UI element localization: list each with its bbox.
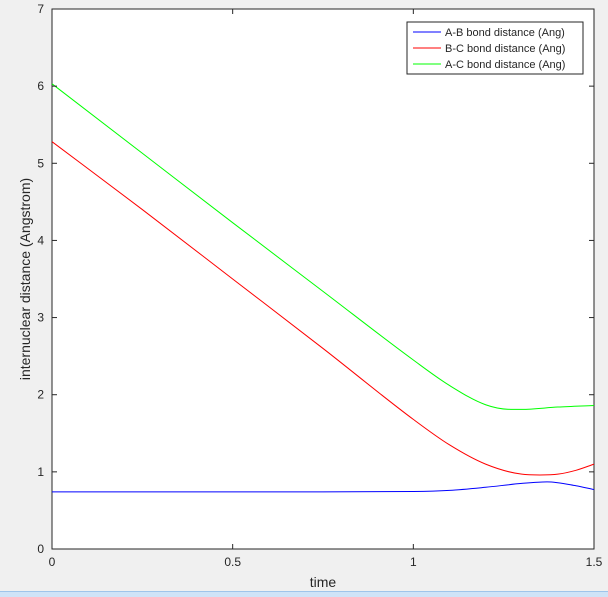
y-tick-label: 3 [37,311,44,325]
x-tick-label: 0 [49,555,56,569]
series-layer [51,83,595,493]
x-axis-label: time [310,574,337,590]
y-tick-label: 6 [37,79,44,93]
y-tick-label: 2 [37,388,44,402]
legend-entry: A-C bond distance (Ang) [445,59,565,71]
y-axis-label: internuclear distance (Angstrom) [17,178,33,380]
ticks-layer: 0 0.5 1 1.5 0 1 2 3 4 5 6 7 [37,2,602,569]
y-tick-label: 1 [37,465,44,479]
y-tick-label: 7 [37,2,44,16]
legend-box [406,21,584,75]
x-tick-label: 1 [410,555,417,569]
x-tick-label: 0.5 [224,555,241,569]
y-tick-label: 4 [37,233,44,247]
legend: A-B bond distance (Ang) B-C bond distance… [406,21,584,75]
window-bottom-strip [0,591,608,597]
x-tick-label: 1.5 [586,555,603,569]
plot-area [51,8,595,550]
series-line-2 [51,141,595,476]
legend-entry: A-B bond distance (Ang) [445,27,565,39]
legend-entry: B-C bond distance (Ang) [445,43,565,55]
y-tick-label: 0 [37,542,44,556]
series-line-3 [51,83,595,410]
series-line-1 [52,481,595,493]
y-tick-label: 5 [37,156,44,170]
